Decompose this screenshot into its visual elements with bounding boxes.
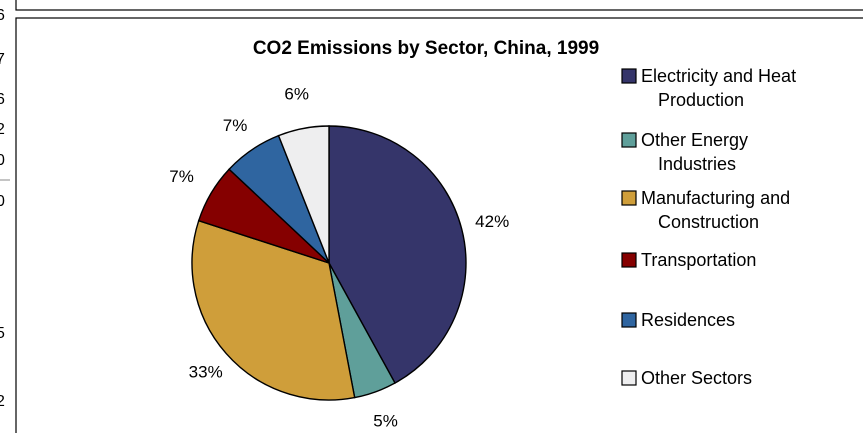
pie-group [191, 125, 467, 401]
edge-fragment: 2 [0, 393, 5, 410]
legend-swatch [621, 190, 637, 206]
legend: Electricity and Heat Production Other Ener… [621, 66, 796, 388]
data-label: 42% [475, 212, 509, 231]
left-edge-fragments: 6 7 6 2 0 0 5 2 [0, 7, 10, 410]
data-label: 33% [189, 363, 223, 382]
legend-swatch [621, 68, 637, 84]
legend-swatch [621, 312, 637, 328]
legend-label: Transportation [641, 250, 756, 270]
edge-fragment: 0 [0, 152, 5, 169]
legend-label: Residences [641, 310, 735, 330]
pie-slice-manufacturing-and-construction [191, 219, 356, 401]
legend-swatch [621, 132, 637, 148]
edge-fragment: 2 [0, 121, 5, 138]
data-label: 7% [223, 116, 248, 135]
edge-fragment: 7 [0, 51, 5, 68]
legend-label: Other Sectors [641, 368, 752, 388]
pie-slice-electricity-and-heat-production [328, 125, 467, 385]
chart-title: CO2 Emissions by Sector, China, 1999 [253, 38, 599, 59]
edge-fragment: 6 [0, 91, 5, 108]
legend-swatch [621, 370, 637, 386]
legend-label: Electricity and Heat Production [641, 66, 796, 110]
legend-swatch [621, 252, 637, 268]
data-label: 6% [284, 84, 309, 103]
data-label: 7% [169, 167, 194, 186]
pie-slice-other-sectors [277, 125, 330, 264]
legend-label: Other Energy Industries [641, 130, 748, 174]
edge-fragment: 5 [0, 325, 5, 342]
data-label: 5% [373, 411, 398, 430]
edge-fragment: 0 [0, 193, 5, 210]
data-labels: 42% 5% 33% 7% 7% 6% [169, 84, 509, 430]
top-frame [15, 0, 863, 11]
edge-fragment: 6 [0, 7, 5, 24]
legend-label: Manufacturing and Construction [641, 188, 790, 232]
